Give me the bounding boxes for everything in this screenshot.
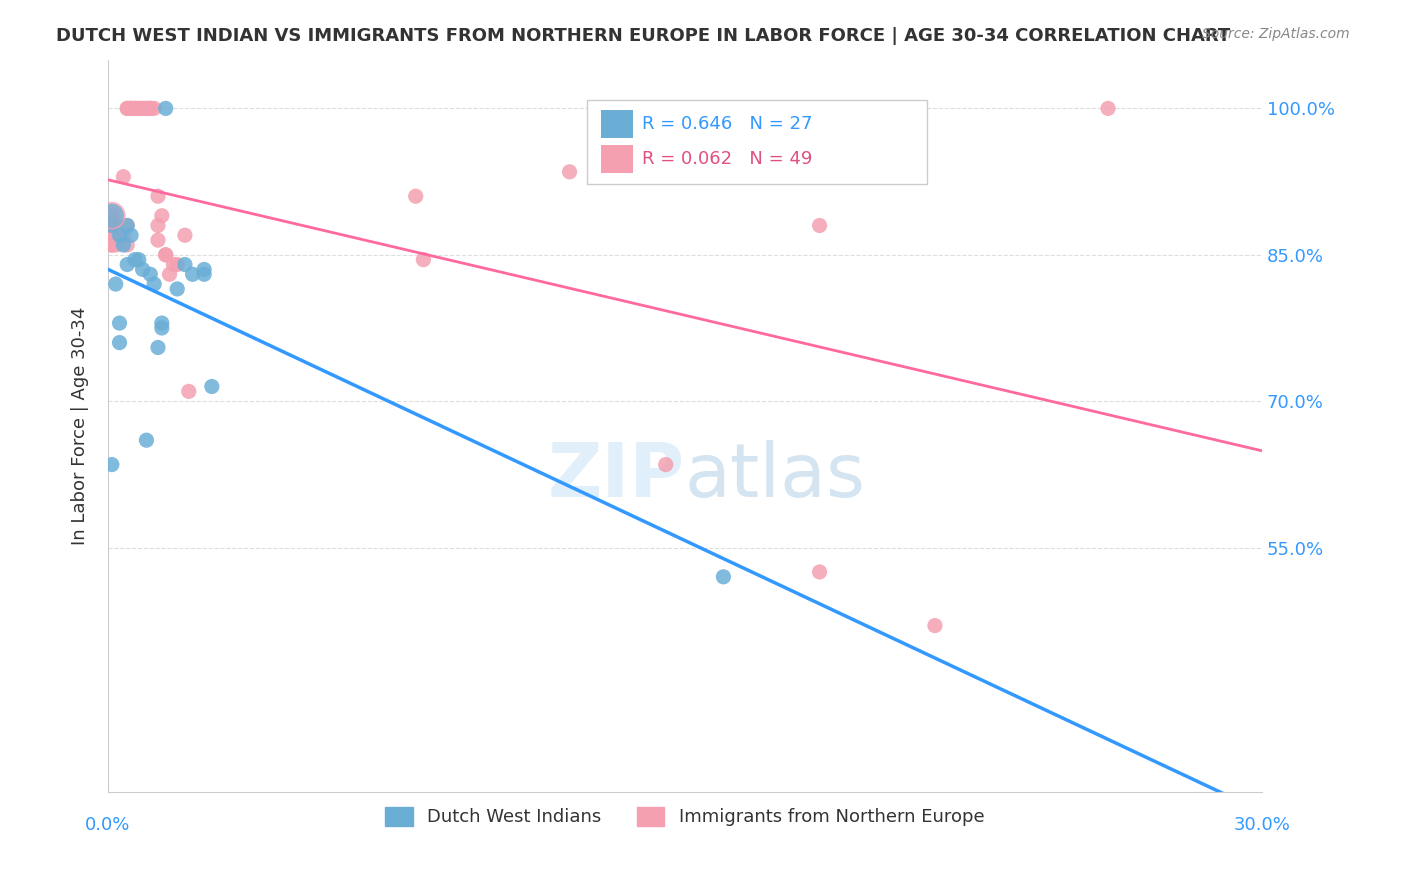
Legend: Dutch West Indians, Immigrants from Northern Europe: Dutch West Indians, Immigrants from Nort… xyxy=(378,800,991,834)
Point xyxy=(112,169,135,184)
Point xyxy=(166,258,188,272)
Text: atlas: atlas xyxy=(685,441,866,513)
Point xyxy=(108,228,131,243)
Point xyxy=(115,258,138,272)
Point xyxy=(135,433,157,447)
Point xyxy=(177,384,200,399)
Point xyxy=(654,458,676,472)
Point xyxy=(155,248,177,262)
Point xyxy=(162,258,184,272)
Bar xyxy=(586,100,928,184)
Point xyxy=(115,238,138,252)
Point xyxy=(128,102,150,116)
Point xyxy=(115,102,138,116)
Text: R = 0.062   N = 49: R = 0.062 N = 49 xyxy=(643,150,813,168)
Point xyxy=(808,219,831,233)
Point xyxy=(115,102,138,116)
Text: 30.0%: 30.0% xyxy=(1233,816,1291,834)
Point xyxy=(405,189,427,203)
Point xyxy=(101,219,124,233)
Point xyxy=(131,102,153,116)
Point xyxy=(124,102,146,116)
Point xyxy=(139,102,162,116)
Point xyxy=(101,238,124,252)
Point xyxy=(108,228,131,243)
Point xyxy=(101,209,124,223)
Point xyxy=(139,102,162,116)
Point xyxy=(101,238,124,252)
Text: 0.0%: 0.0% xyxy=(86,816,131,834)
Point xyxy=(139,268,162,282)
Point xyxy=(120,102,142,116)
Point xyxy=(101,458,124,472)
Point xyxy=(150,316,173,330)
Point xyxy=(135,102,157,116)
Y-axis label: In Labor Force | Age 30-34: In Labor Force | Age 30-34 xyxy=(72,306,89,545)
Point xyxy=(143,102,166,116)
Point xyxy=(120,102,142,116)
Bar xyxy=(600,145,633,173)
Point xyxy=(112,228,135,243)
Point xyxy=(112,238,135,252)
Point xyxy=(139,102,162,116)
Text: ZIP: ZIP xyxy=(548,441,685,513)
Point xyxy=(104,277,127,291)
Point xyxy=(115,219,138,233)
Point xyxy=(201,379,224,393)
Point xyxy=(120,102,142,116)
Point xyxy=(193,268,215,282)
Point xyxy=(159,268,181,282)
Point xyxy=(193,262,215,277)
Point xyxy=(108,316,131,330)
Point xyxy=(412,252,434,267)
Point xyxy=(143,277,166,291)
Point xyxy=(101,219,124,233)
Point xyxy=(104,228,127,243)
Point xyxy=(124,252,146,267)
Point xyxy=(166,282,188,296)
Point xyxy=(128,102,150,116)
Point xyxy=(146,233,169,247)
Point xyxy=(108,335,131,350)
Point xyxy=(1097,102,1119,116)
Point xyxy=(128,252,150,267)
Point xyxy=(155,102,177,116)
Point xyxy=(174,228,197,243)
Text: Source: ZipAtlas.com: Source: ZipAtlas.com xyxy=(1202,27,1350,41)
Point xyxy=(155,248,177,262)
Point xyxy=(181,268,204,282)
Point xyxy=(115,219,138,233)
Point xyxy=(146,189,169,203)
Point xyxy=(135,102,157,116)
Point xyxy=(146,219,169,233)
Point xyxy=(146,341,169,355)
Point xyxy=(101,228,124,243)
Point xyxy=(101,209,124,223)
Point xyxy=(131,102,153,116)
Point xyxy=(101,209,124,223)
Point xyxy=(174,258,197,272)
Bar xyxy=(600,110,633,138)
Point xyxy=(131,262,153,277)
Point xyxy=(120,228,142,243)
Point xyxy=(558,165,581,179)
Text: R = 0.646   N = 27: R = 0.646 N = 27 xyxy=(643,115,813,133)
Text: DUTCH WEST INDIAN VS IMMIGRANTS FROM NORTHERN EUROPE IN LABOR FORCE | AGE 30-34 : DUTCH WEST INDIAN VS IMMIGRANTS FROM NOR… xyxy=(56,27,1230,45)
Point xyxy=(150,321,173,335)
Point xyxy=(104,238,127,252)
Point xyxy=(713,570,735,584)
Point xyxy=(104,219,127,233)
Point xyxy=(124,102,146,116)
Point xyxy=(808,565,831,579)
Point xyxy=(150,209,173,223)
Point xyxy=(924,618,946,632)
